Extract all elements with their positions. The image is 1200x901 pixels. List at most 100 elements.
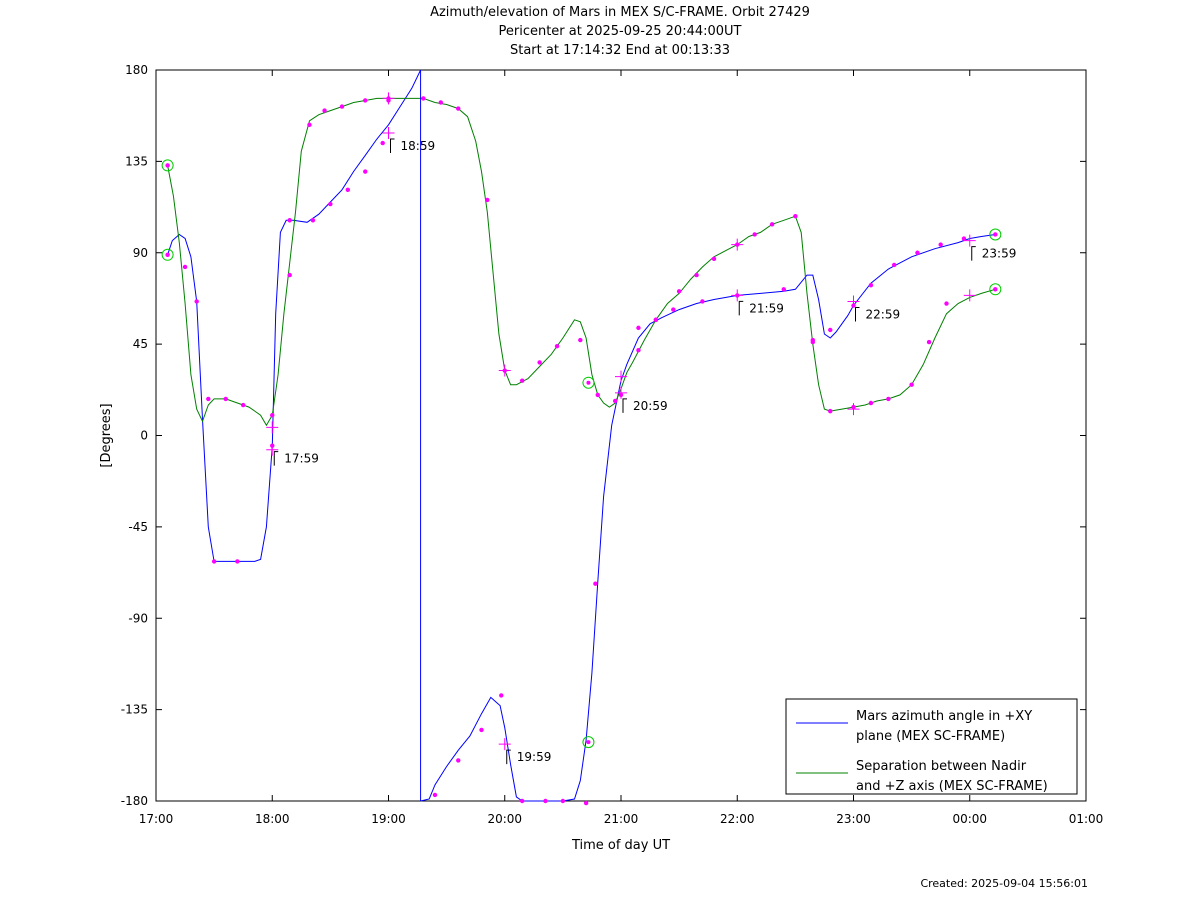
chart-title-line-1: Azimuth/elevation of Mars in MEX S/C-FRA… <box>430 5 810 20</box>
series-1-point <box>593 581 598 586</box>
x-tick-label: 00:00 <box>952 812 987 826</box>
series-1-point <box>211 559 217 564</box>
series-2-hour-marker <box>382 92 395 105</box>
series-2-hour-marker <box>731 238 744 251</box>
time-annotation-arrow <box>390 138 395 153</box>
x-tick-label: 21:00 <box>604 812 639 826</box>
series-1-point <box>560 798 566 804</box>
series-1-event-point <box>993 232 998 237</box>
series-2-point <box>307 122 312 128</box>
series-2-event-point <box>165 163 170 168</box>
series-2-point <box>909 382 914 387</box>
legend-label-1: Mars azimuth angle in +XY <box>856 709 1032 724</box>
series-2-hour-marker <box>615 370 627 383</box>
legend-label-2: Separation between Nadir <box>856 759 1027 774</box>
series-1-point <box>432 792 438 798</box>
time-annotation-arrow <box>855 306 860 322</box>
y-tick-label: 180 <box>125 63 148 77</box>
y-tick-label: 45 <box>133 337 148 351</box>
time-annotation-label: 19:59 <box>517 750 552 764</box>
series-1-point <box>287 218 292 223</box>
time-annotation-label: 20:59 <box>633 399 668 413</box>
series-2-point <box>456 106 461 111</box>
series-1-point <box>363 169 368 174</box>
time-annotation-arrow <box>971 246 976 261</box>
series-2-point <box>886 396 891 402</box>
series-2-point <box>578 337 583 343</box>
x-tick-label: 18:00 <box>255 812 290 826</box>
series-2-point <box>653 317 659 322</box>
time-annotation-label: 18:59 <box>401 139 436 153</box>
series-2-point <box>438 100 444 105</box>
x-tick-label: 22:00 <box>720 812 755 826</box>
y-tick-label: 90 <box>133 246 148 260</box>
series-1-hour-marker <box>847 295 860 308</box>
y-tick-label: 135 <box>125 154 148 168</box>
time-annotation-label: 17:59 <box>284 452 319 466</box>
y-tick-label: -90 <box>128 611 148 625</box>
series-1-point <box>891 262 897 268</box>
series-2-event-marker <box>582 376 595 389</box>
series-2-point <box>537 360 542 365</box>
series-1-event-point <box>586 740 591 745</box>
series-2-point <box>554 343 560 349</box>
series-2-point <box>595 392 600 398</box>
series-2-point <box>676 289 682 294</box>
series-1-event-point <box>165 252 170 257</box>
series-1-event-marker <box>989 228 1002 241</box>
series-2-event-point <box>586 380 591 385</box>
series-1-hour-marker <box>963 234 976 247</box>
series-2-hour-marker <box>498 364 511 377</box>
series-2-hour-marker <box>963 289 976 302</box>
series-1-point <box>194 299 199 304</box>
time-annotation-arrow <box>738 300 744 316</box>
time-annotation-arrow <box>506 749 511 765</box>
series-1-point <box>828 327 833 333</box>
created-timestamp: Created: 2025-09-04 15:56:01 <box>920 877 1088 890</box>
series-1-hour-marker <box>731 289 744 302</box>
series-1-point <box>671 307 676 312</box>
y-tick-label: -135 <box>121 703 148 717</box>
time-annotation-label: 21:59 <box>749 301 784 315</box>
series-2-point <box>752 232 757 237</box>
chart-title-line-3: Start at 17:14:32 End at 00:13:33 <box>509 43 731 58</box>
legend-label-2: and +Z axis (MEX SC-FRAME) <box>856 779 1048 794</box>
series-1-point <box>700 299 705 304</box>
series-1-point <box>328 201 333 207</box>
series-1-point <box>456 758 461 763</box>
x-tick-label: 17:00 <box>139 812 174 826</box>
series-2-point <box>769 222 775 227</box>
series-1-event-marker <box>161 248 174 261</box>
series-2-point <box>485 197 490 203</box>
series-1-point <box>519 798 525 804</box>
series-2-point <box>828 408 833 414</box>
series-2-point <box>868 400 874 406</box>
y-axis-label: [Degrees] <box>99 403 114 467</box>
series-1-hour-marker <box>382 126 395 139</box>
series-2-event-marker <box>161 159 174 172</box>
series-2-event-marker <box>989 283 1002 296</box>
series-2-hour-marker <box>266 421 279 434</box>
series-2-point <box>926 339 932 345</box>
series-2-point <box>519 378 525 383</box>
series-2-point <box>223 396 228 402</box>
legend-label-1: plane (MEX SC-FRAME) <box>856 729 1005 744</box>
time-annotation-arrow <box>622 398 627 413</box>
series-1-point <box>380 140 385 146</box>
series-2-point <box>944 301 949 306</box>
x-axis-label: Time of day UT <box>571 838 670 853</box>
series-2-point <box>270 412 275 418</box>
time-annotation-label: 23:59 <box>982 247 1017 261</box>
series-2-point <box>240 402 246 408</box>
series-1-point <box>479 727 484 733</box>
x-tick-label: 23:00 <box>836 812 871 826</box>
series-1-point <box>961 236 967 241</box>
series-1-point <box>310 218 316 223</box>
series-2-point <box>287 272 292 278</box>
series-2-point <box>612 398 618 404</box>
legend-box <box>785 698 1078 795</box>
y-tick-label: -45 <box>128 520 148 534</box>
series-1-point <box>345 187 351 193</box>
series-2-point <box>636 348 641 353</box>
plot-frame <box>155 69 1087 802</box>
